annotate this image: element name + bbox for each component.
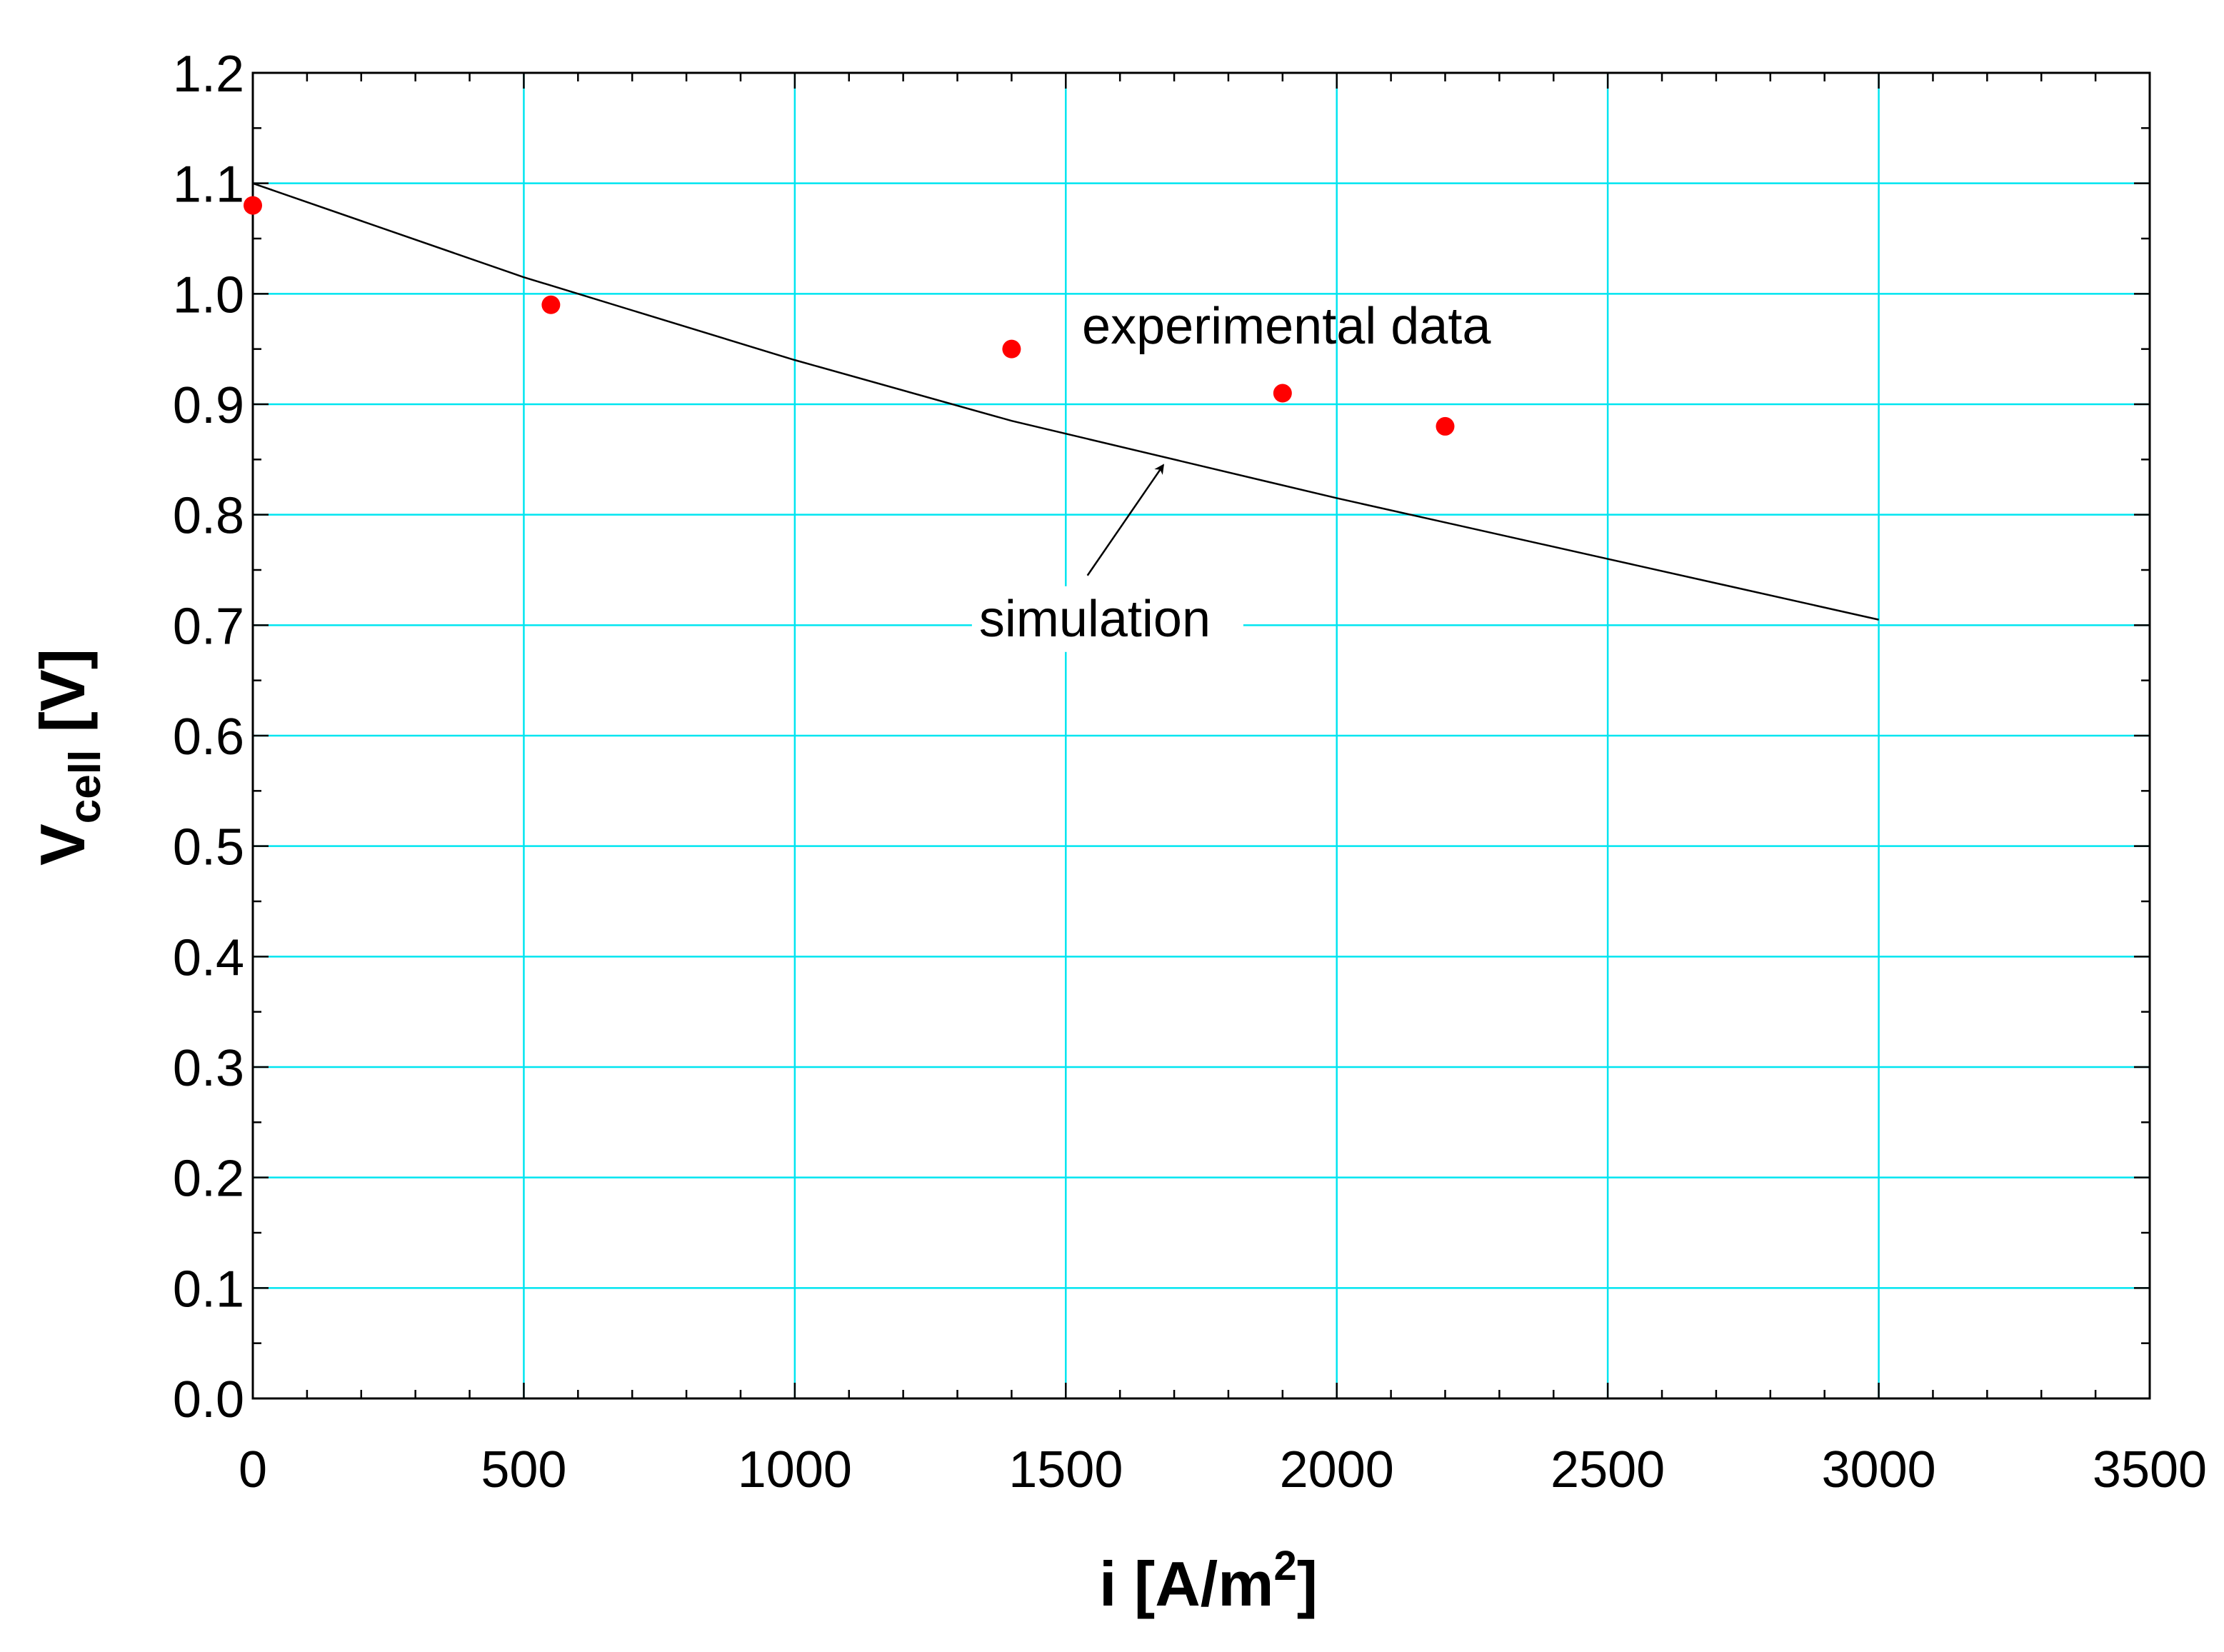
- experimental-data-point: [1002, 339, 1021, 359]
- y-axis-title-end: [V]: [27, 649, 98, 750]
- experimental-data-point: [1273, 384, 1292, 403]
- y-tick-label: 1.2: [173, 46, 244, 103]
- y-tick-label: 0.2: [173, 1151, 244, 1208]
- y-tick-label: 0.8: [173, 488, 244, 545]
- experimental-data-point: [1436, 416, 1455, 436]
- y-axis-title: Vcell [V]: [27, 649, 110, 866]
- y-tick-label: 0.1: [173, 1261, 244, 1318]
- grid-lines: [253, 73, 2150, 1398]
- x-axis-title-end: ]: [1297, 1548, 1318, 1619]
- x-tick-label: 500: [481, 1441, 566, 1498]
- x-axis-title-sup: 2: [1273, 1543, 1296, 1589]
- y-tick-label: 0.6: [173, 709, 244, 766]
- x-axis-title-main: i [A/m: [1099, 1548, 1273, 1619]
- simulation-label: simulation: [979, 591, 1211, 648]
- tick-labels: 0 500 1000 1500 2000 2500 3000 3500 0.0 0.1 0.2 0.3…: [173, 46, 2207, 1498]
- y-tick-label: 0.0: [173, 1371, 244, 1428]
- y-tick-label: 0.9: [173, 377, 244, 434]
- y-tick-label: 0.3: [173, 1040, 244, 1097]
- simulation-line: [252, 182, 1879, 621]
- x-axis-title: i [A/m2]: [1099, 1543, 1318, 1619]
- x-tick-label: 3500: [2093, 1441, 2207, 1498]
- simulation-label-background: [971, 586, 1243, 652]
- x-tick-label: 3000: [1821, 1441, 1935, 1498]
- y-tick-label: 1.0: [173, 266, 244, 324]
- experimental-data-point: [244, 196, 262, 215]
- simulation-arrow: [1086, 464, 1165, 576]
- plot-frame: [251, 71, 2151, 1400]
- x-tick-label: 1500: [1008, 1441, 1123, 1498]
- y-tick-label: 0.4: [173, 929, 244, 986]
- series: [244, 182, 1879, 621]
- y-tick-label: 1.1: [173, 156, 244, 214]
- x-tick-label: 1000: [738, 1441, 852, 1498]
- y-tick-label: 0.7: [173, 598, 244, 655]
- x-tick-label: 2000: [1280, 1441, 1394, 1498]
- x-tick-label: 0: [239, 1441, 267, 1498]
- experimental-data-label: experimental data: [1082, 298, 1491, 355]
- y-axis-title-sub: cell: [61, 750, 110, 824]
- x-tick-label: 2500: [1551, 1441, 1665, 1498]
- experimental-data-point: [541, 295, 561, 314]
- y-axis-title-main: V: [27, 824, 98, 866]
- y-tick-label: 0.5: [173, 819, 244, 876]
- annotations: experimental data simulation: [971, 298, 1491, 652]
